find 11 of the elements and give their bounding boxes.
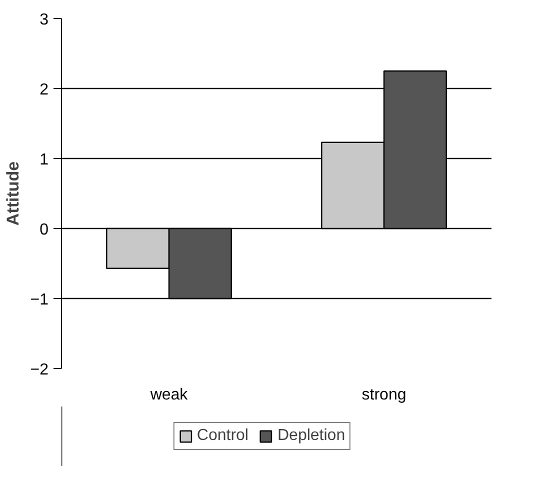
x-tick-label: weak xyxy=(149,386,189,404)
y-tick-label: −2 xyxy=(30,362,49,378)
y-tick-label: 1 xyxy=(40,152,49,168)
legend-label: Control xyxy=(196,427,248,445)
legend-label: Depletion xyxy=(277,427,346,445)
x-tick-label: strong xyxy=(362,386,406,404)
y-tick-label: 0 xyxy=(40,222,49,238)
y-axis-title: Attitude xyxy=(3,161,22,226)
y-tick-label: 2 xyxy=(40,82,49,98)
y-tick-label: −1 xyxy=(30,292,49,308)
y-tick-label: 3 xyxy=(40,12,49,28)
